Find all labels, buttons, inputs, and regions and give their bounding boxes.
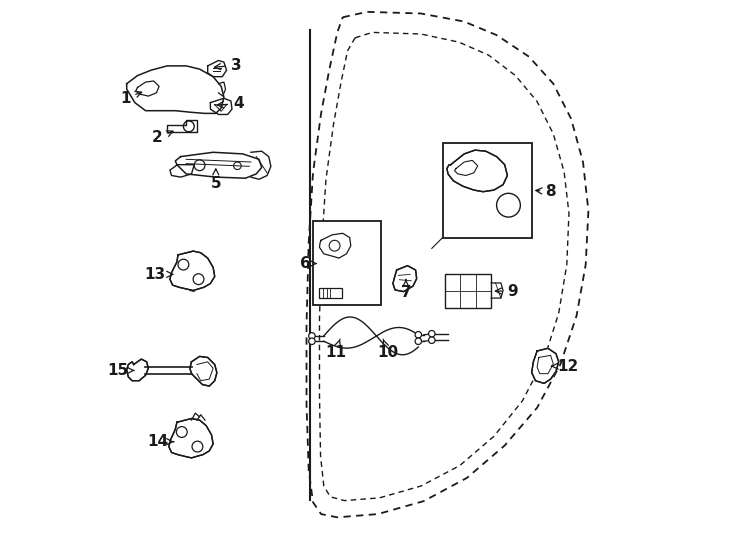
Text: 15: 15 bbox=[107, 363, 134, 378]
Polygon shape bbox=[169, 418, 213, 458]
Text: 12: 12 bbox=[551, 359, 578, 374]
Circle shape bbox=[429, 337, 435, 343]
Text: 9: 9 bbox=[495, 284, 518, 299]
Bar bbox=[443, 143, 531, 238]
Polygon shape bbox=[170, 251, 215, 291]
Polygon shape bbox=[447, 150, 507, 192]
Bar bbox=[319, 288, 342, 298]
Text: 1: 1 bbox=[120, 91, 142, 106]
Polygon shape bbox=[531, 348, 559, 383]
Text: 2: 2 bbox=[152, 130, 173, 145]
Polygon shape bbox=[127, 359, 148, 381]
Text: 13: 13 bbox=[145, 267, 172, 282]
Circle shape bbox=[415, 332, 421, 338]
Circle shape bbox=[415, 338, 421, 345]
Bar bbox=[313, 221, 380, 305]
Bar bbox=[446, 274, 491, 308]
Circle shape bbox=[309, 338, 315, 345]
Polygon shape bbox=[393, 266, 417, 292]
Text: 10: 10 bbox=[377, 339, 398, 360]
Circle shape bbox=[429, 330, 435, 337]
Circle shape bbox=[309, 333, 315, 339]
Text: 3: 3 bbox=[214, 58, 241, 73]
Text: 11: 11 bbox=[325, 339, 346, 360]
Text: 5: 5 bbox=[211, 169, 221, 191]
Text: 6: 6 bbox=[299, 256, 316, 271]
Text: 8: 8 bbox=[536, 184, 556, 199]
Polygon shape bbox=[190, 356, 217, 386]
Text: 7: 7 bbox=[401, 280, 411, 300]
Text: 4: 4 bbox=[217, 96, 244, 111]
Text: 14: 14 bbox=[147, 434, 174, 449]
